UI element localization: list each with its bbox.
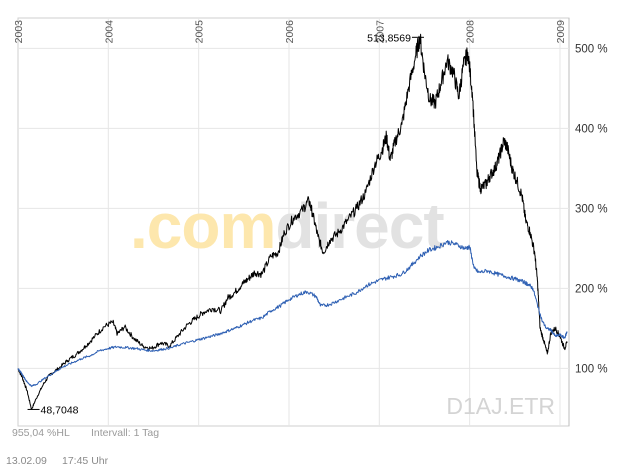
annotation-layer: 513,8569 48,7048: [27, 32, 424, 416]
footer-time: 17:45 Uhr: [62, 455, 109, 466]
watermark-part2: direct: [275, 190, 444, 262]
x-tick-label: 2008: [465, 20, 477, 44]
y-tick-label: 300 %: [575, 203, 608, 215]
tick-layer: 2003 2004 2005 2006 2007 2008 2009 100 % 200 % 30…: [13, 20, 608, 376]
watermark-part1: .com: [130, 190, 275, 262]
x-tick-label: 2006: [284, 20, 296, 44]
symbol-label: D1AJ.ETR: [446, 393, 555, 419]
interval-text: Intervall: 1 Tag: [91, 427, 159, 439]
grid-layer: [18, 18, 569, 426]
series-layer: [17, 33, 568, 410]
y-tick-label: 500 %: [575, 43, 608, 55]
y-tick-label: 400 %: [575, 123, 608, 135]
x-tick-label: 2007: [374, 20, 386, 44]
x-tick-label: 2003: [13, 20, 25, 44]
range-text: 955,04 %HL: [12, 427, 70, 439]
x-tick-label: 2009: [555, 20, 567, 44]
y-tick-label: 200 %: [575, 283, 608, 295]
x-tick-label: 2005: [194, 20, 206, 44]
series-line-1: [17, 33, 568, 410]
annotation-label: 48,7048: [41, 404, 79, 416]
series-line-2: [17, 240, 568, 388]
y-tick-label: 100 %: [575, 363, 608, 375]
annotation-label: 513,8569: [367, 32, 411, 44]
x-tick-label: 2004: [103, 20, 115, 44]
footer-date: 13.02.09: [6, 455, 47, 466]
